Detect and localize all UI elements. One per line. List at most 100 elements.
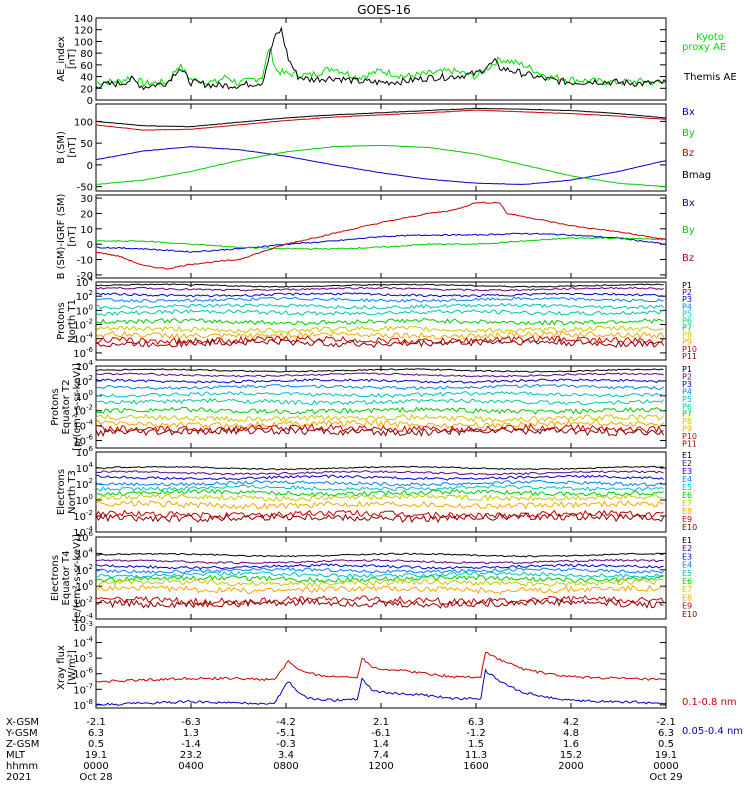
series-line [96, 668, 666, 706]
legend-label: proxy AE [682, 42, 726, 53]
x-row-value: Oct 29 [649, 772, 682, 783]
legend-label: E2 [682, 459, 692, 468]
y-axis-label: Xray flux [56, 645, 67, 690]
plot-area [96, 283, 665, 349]
panel-3: -20 -10 0 10 20 30 B (SM)-IGRF (SM) [nT] Bx By Bz [56, 194, 695, 282]
plot-area [96, 107, 666, 188]
y-tick-label: 10-4 [73, 636, 93, 650]
legend-label: E3 [682, 467, 692, 476]
legend-label: E2 [682, 544, 692, 553]
legend-label: 0.05-0.4 nm [682, 726, 743, 737]
x-row-value: 6.3 [88, 728, 104, 739]
y-tick-label: 20 [80, 84, 93, 95]
y-tick-label: 102 [76, 289, 93, 303]
y-axis-label: B (SM)-IGRF (SM) [56, 194, 67, 280]
x-row-value: 0800 [273, 761, 298, 772]
y-axis-label: [e/(cm²-s-sr-keV)] [72, 534, 83, 622]
x-row-value: 2000 [558, 761, 583, 772]
y-axis-label: [W/m²] [67, 650, 78, 685]
plot-area [96, 552, 665, 609]
series-line [96, 470, 664, 476]
series-line [96, 479, 664, 487]
series-line [96, 584, 664, 595]
y-axis-label: North T3 [67, 470, 78, 514]
series-line [96, 465, 664, 471]
x-row-value: -4.2 [276, 717, 296, 728]
x-row-label: X-GSM [6, 717, 39, 728]
series-line [96, 509, 664, 520]
x-row-value: 0400 [178, 761, 203, 772]
legend-label: P9 [682, 338, 692, 347]
legend-label: E6 [682, 577, 692, 586]
x-row-value: 0.5 [88, 739, 104, 750]
series-line [96, 578, 664, 588]
series-line [96, 368, 664, 373]
legend-label: E3 [682, 552, 692, 561]
x-row-value: 11.3 [465, 750, 487, 761]
x-row-value: -0.3 [276, 739, 296, 750]
legend-label: E7 [682, 499, 692, 508]
x-row-label: Y-GSM [5, 728, 38, 739]
series-line [96, 474, 664, 481]
series-line [96, 484, 664, 492]
legend-label: P1 [682, 365, 692, 374]
series-line [96, 26, 666, 91]
y-tick-label: 100 [76, 493, 93, 507]
y-tick-label: 60 [80, 61, 93, 72]
series-line [96, 652, 666, 683]
legend-label: P4 [682, 302, 692, 311]
x-row-value: 1200 [368, 761, 393, 772]
legend-label: E4 [682, 475, 692, 484]
y-axis-label: B (SM) [56, 131, 67, 164]
legend-label: E5 [682, 483, 692, 492]
legend-label: P11 [682, 352, 697, 361]
legend-label: P2 [682, 288, 692, 297]
legend-label: P8 [682, 417, 692, 426]
y-tick-label: 104 [76, 275, 94, 289]
panel-frame [95, 17, 667, 101]
legend-label: E10 [682, 610, 697, 619]
series-line [96, 144, 666, 188]
y-tick-label: 120 [74, 26, 93, 37]
series-line [96, 419, 664, 429]
y-tick-label: 0 [87, 161, 93, 172]
figure-title: GOES-16 [357, 3, 411, 17]
series-line [96, 318, 664, 326]
x-row-label: 2021 [6, 772, 31, 783]
y-axis-label: Electrons [56, 469, 67, 515]
x-row-value: 1.5 [468, 739, 484, 750]
y-tick-label: 100 [74, 37, 93, 48]
legend-label: Bz [682, 253, 694, 264]
x-row-value: -6.3 [181, 717, 201, 728]
legend-label: Bx [682, 198, 695, 209]
panel-2: -50 0 50 100 B (SM) [nT] Bx By Bz Bmag [56, 103, 711, 194]
x-row-value: 15.2 [560, 750, 582, 761]
x-row-value: 2.1 [373, 717, 389, 728]
legend-label: E1 [682, 536, 692, 545]
series-line [96, 423, 664, 434]
x-row-value: 1.4 [373, 739, 389, 750]
series-line [96, 426, 665, 438]
legend-label: P2 [682, 372, 692, 381]
x-row-value: 0.5 [658, 739, 674, 750]
x-row-label: MLT [6, 750, 26, 761]
y-axis-label: [nT] [67, 49, 78, 69]
legend-label: E6 [682, 491, 692, 500]
x-row-value: 6.3 [658, 728, 674, 739]
y-axis-label: [nT] [67, 226, 78, 246]
y-tick-label: 80 [80, 49, 93, 60]
x-row-value: 1.3 [183, 728, 199, 739]
series-line [96, 597, 664, 609]
panel-frame [95, 626, 667, 709]
legend-label: E8 [682, 507, 692, 516]
y-tick-label: 100 [74, 117, 93, 128]
x-row-label: Z-GSM [6, 739, 39, 750]
legend-label: P9 [682, 425, 692, 434]
plot-area [96, 652, 666, 706]
y-axis-label: AE_index [56, 36, 67, 82]
series-line [96, 48, 666, 88]
series-line [96, 296, 664, 303]
